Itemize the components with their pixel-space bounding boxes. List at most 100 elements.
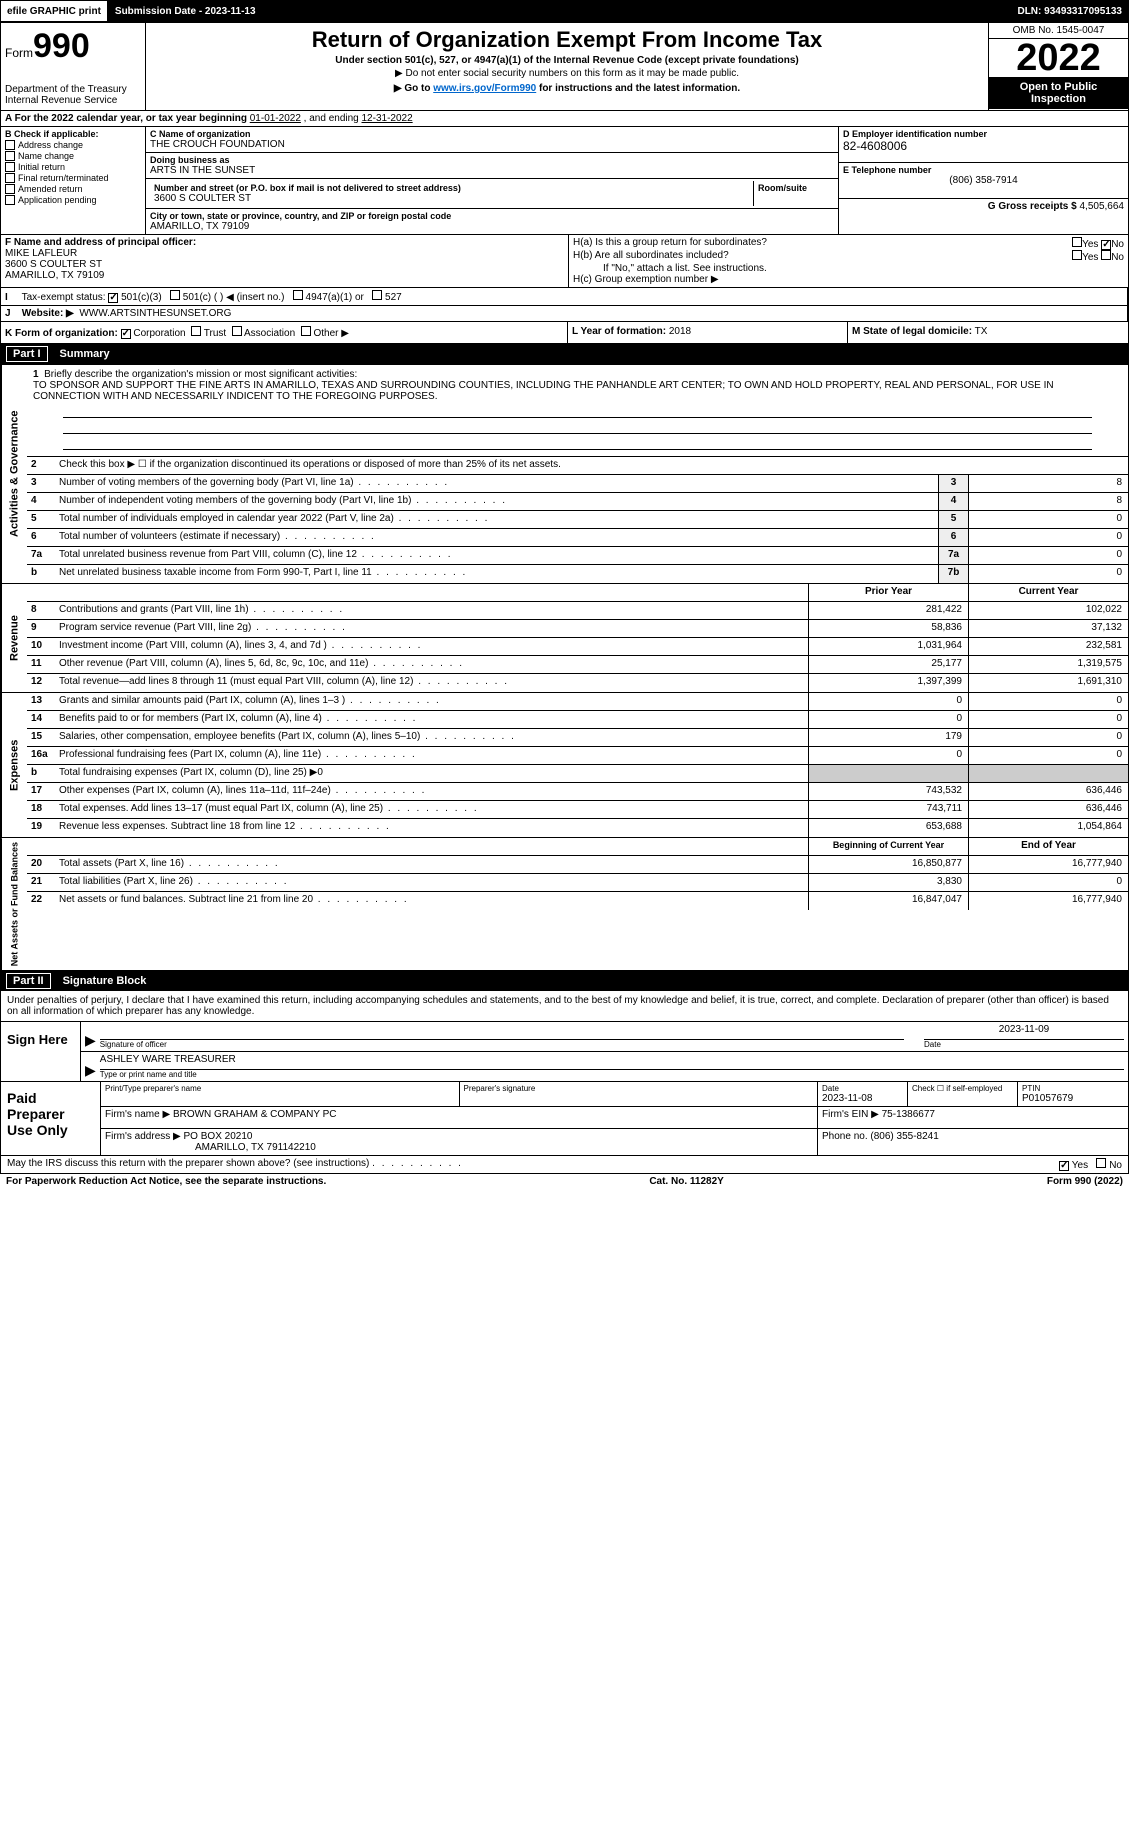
chk-ha-yes[interactable] [1072,237,1082,247]
summary-line: 6Total number of volunteers (estimate if… [27,529,1128,547]
box-d: D Employer identification number 82-4608… [838,127,1128,234]
year-formation: 2018 [669,326,691,337]
chk-4947[interactable] [293,290,303,300]
signature-block: Under penalties of perjury, I declare th… [0,991,1129,1082]
chk-assoc[interactable] [232,326,242,336]
form-num: 990 [33,27,90,65]
chk-501c[interactable] [170,290,180,300]
chk-discuss-no[interactable] [1096,1158,1106,1168]
chk-corp[interactable] [121,329,131,339]
irs: Internal Revenue Service [5,95,141,106]
col-header-row2: Beginning of Current Year End of Year [27,838,1128,856]
form-title: Return of Organization Exempt From Incom… [150,27,984,53]
chk-address-change[interactable] [5,140,15,150]
org-name-label: C Name of organization [150,129,834,139]
period-begin: 01-01-2022 [250,113,301,124]
state-domicile: TX [975,326,988,337]
chk-other[interactable] [301,326,311,336]
form-ref: Form 990 (2022) [1047,1176,1123,1187]
org-name: THE CROUCH FOUNDATION [150,139,834,150]
irs-link[interactable]: www.irs.gov/Form990 [433,83,536,94]
paid-preparer-label: Paid Preparer Use Only [1,1082,101,1155]
row-i: I Tax-exempt status: 501(c)(3) 501(c) ( … [0,288,1129,306]
row-fh: F Name and address of principal officer:… [0,235,1129,288]
chk-trust[interactable] [191,326,201,336]
chk-hb-no[interactable] [1101,250,1111,260]
pra-notice: For Paperwork Reduction Act Notice, see … [6,1176,326,1187]
box-f: F Name and address of principal officer:… [1,235,568,287]
ptin: P01057679 [1022,1093,1124,1104]
form-header: Form990 Department of the Treasury Inter… [0,22,1129,111]
ein: 82-4608006 [843,139,1124,153]
summary-line: 10Investment income (Part VIII, column (… [27,638,1128,656]
side-exp: Expenses [1,693,27,837]
tax-year: 2022 [989,39,1128,77]
row-j: J Website: ▶ WWW.ARTSINTHESUNSET.ORG [0,306,1129,322]
chk-initial-return[interactable] [5,162,15,172]
summary-line: 15Salaries, other compensation, employee… [27,729,1128,747]
part2-label: Part II [6,973,51,989]
summary-line: 18Total expenses. Add lines 13–17 (must … [27,801,1128,819]
part2-title: Signature Block [63,975,147,987]
summary-line: 8Contributions and grants (Part VIII, li… [27,602,1128,620]
chk-final-return[interactable] [5,173,15,183]
sig-intro: Under penalties of perjury, I declare th… [1,991,1128,1022]
chk-527[interactable] [372,290,382,300]
header-mid: Return of Organization Exempt From Incom… [146,23,988,110]
cat-no: Cat. No. 11282Y [649,1176,723,1187]
paid-preparer-block: Paid Preparer Use Only Print/Type prepar… [0,1082,1129,1156]
begin-year-hdr: Beginning of Current Year [808,838,968,855]
officer-name-title: ASHLEY WARE TREASURER [100,1054,1124,1070]
summary-line: 21Total liabilities (Part X, line 26)3,8… [27,874,1128,892]
dba-label: Doing business as [150,155,834,165]
chk-name-change[interactable] [5,151,15,161]
summary-exp: Expenses 13Grants and similar amounts pa… [0,693,1129,838]
chk-hb-yes[interactable] [1072,250,1082,260]
dept-treasury: Department of the Treasury [5,84,141,95]
street-address: 3600 S COULTER ST [154,193,749,204]
note-link: ▶ Go to www.irs.gov/Form990 for instruct… [150,83,984,94]
summary-line: 3Number of voting members of the governi… [27,475,1128,493]
ein-label: D Employer identification number [843,129,1124,139]
part2-bar: Part II Signature Block [0,971,1129,991]
side-ag: Activities & Governance [1,365,27,583]
dba: ARTS IN THE SUNSET [150,165,834,176]
city-label: City or town, state or province, country… [150,211,834,221]
rule-line [63,420,1092,434]
chk-amended[interactable] [5,184,15,194]
box-b-label: B Check if applicable: [5,129,141,139]
summary-line: 16aProfessional fundraising fees (Part I… [27,747,1128,765]
arrow-icon: ▶ [85,1032,96,1049]
firm-name: BROWN GRAHAM & COMPANY PC [173,1109,337,1120]
dln: DLN: 93493317095133 [1010,0,1129,22]
arrow-icon: ▶ [85,1062,96,1079]
summary-line: bNet unrelated business taxable income f… [27,565,1128,583]
open-to-public: Open to Public Inspection [989,77,1128,109]
mission-block: 1 Briefly describe the organization's mi… [27,365,1128,457]
summary-line: 20Total assets (Part X, line 16)16,850,8… [27,856,1128,874]
mission-text: TO SPONSOR AND SUPPORT THE FINE ARTS IN … [33,380,1054,402]
topbar-spacer [263,0,1011,22]
firm-addr1: PO BOX 20210 [184,1131,253,1142]
summary-line: 5Total number of individuals employed in… [27,511,1128,529]
chk-discuss-yes[interactable] [1059,1161,1069,1171]
topbar: efile GRAPHIC print Submission Date - 20… [0,0,1129,22]
chk-ha-no[interactable] [1101,240,1111,250]
summary-line: 11Other revenue (Part VIII, column (A), … [27,656,1128,674]
box-b: B Check if applicable: Address change Na… [1,127,146,234]
summary-line: 19Revenue less expenses. Subtract line 1… [27,819,1128,837]
website: WWW.ARTSINTHESUNSET.ORG [79,308,231,319]
chk-501c3[interactable] [108,293,118,303]
sig-date: 2023-11-09 [924,1024,1124,1040]
form-word: Form [5,46,33,60]
end-year-hdr: End of Year [968,838,1128,855]
current-year-hdr: Current Year [968,584,1128,601]
sign-here-label: Sign Here [1,1022,81,1081]
box-h: H(a) Is this a group return for subordin… [568,235,1128,287]
summary-line: 7aTotal unrelated business revenue from … [27,547,1128,565]
chk-application-pending[interactable] [5,195,15,205]
summary-line: 14Benefits paid to or for members (Part … [27,711,1128,729]
summary-line: 9Program service revenue (Part VIII, lin… [27,620,1128,638]
header-left: Form990 Department of the Treasury Inter… [1,23,146,110]
period-end: 12-31-2022 [362,113,413,124]
